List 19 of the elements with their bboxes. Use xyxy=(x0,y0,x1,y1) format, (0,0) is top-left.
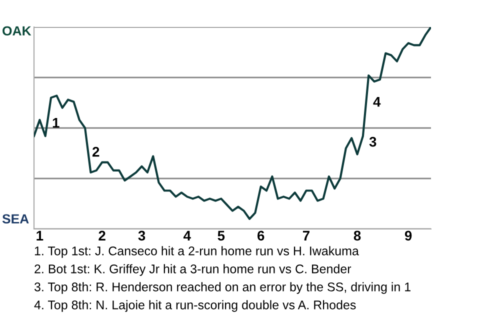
x-tick-label: 6 xyxy=(258,230,264,241)
annotation: 4 xyxy=(373,97,381,107)
annotation: 3 xyxy=(369,136,376,147)
x-tick-label: 4 xyxy=(183,230,191,240)
annotation: 1 xyxy=(52,118,60,128)
x-tick-label: 8 xyxy=(354,230,361,241)
x-tick-label: 9 xyxy=(404,230,412,241)
x-tick-label: 3 xyxy=(138,230,146,241)
x-tick-label: 7 xyxy=(302,230,310,240)
x-tick-label: 5 xyxy=(218,230,225,241)
annotation: 2 xyxy=(92,146,100,157)
x-tick-label: 1 xyxy=(36,230,44,240)
text: 2. Bot 1st: K. Griffey Jr hit a 3-run home run vs C. Bender xyxy=(34,264,352,276)
text: SEA xyxy=(2,214,29,224)
text: 4. Top 8th: N. Lajoie hit a run-scoring double vs A. Rhodes xyxy=(34,300,356,312)
text: 3. Top 8th: R. Henderson reached on an error by the SS, driving in 1 xyxy=(34,282,410,294)
x-tick-label: 2 xyxy=(98,230,106,240)
text: OAK xyxy=(2,26,32,36)
text: 1. Top 1st: J. Canseco hit a 2-run home run vs H. Iwakuma xyxy=(34,246,359,258)
